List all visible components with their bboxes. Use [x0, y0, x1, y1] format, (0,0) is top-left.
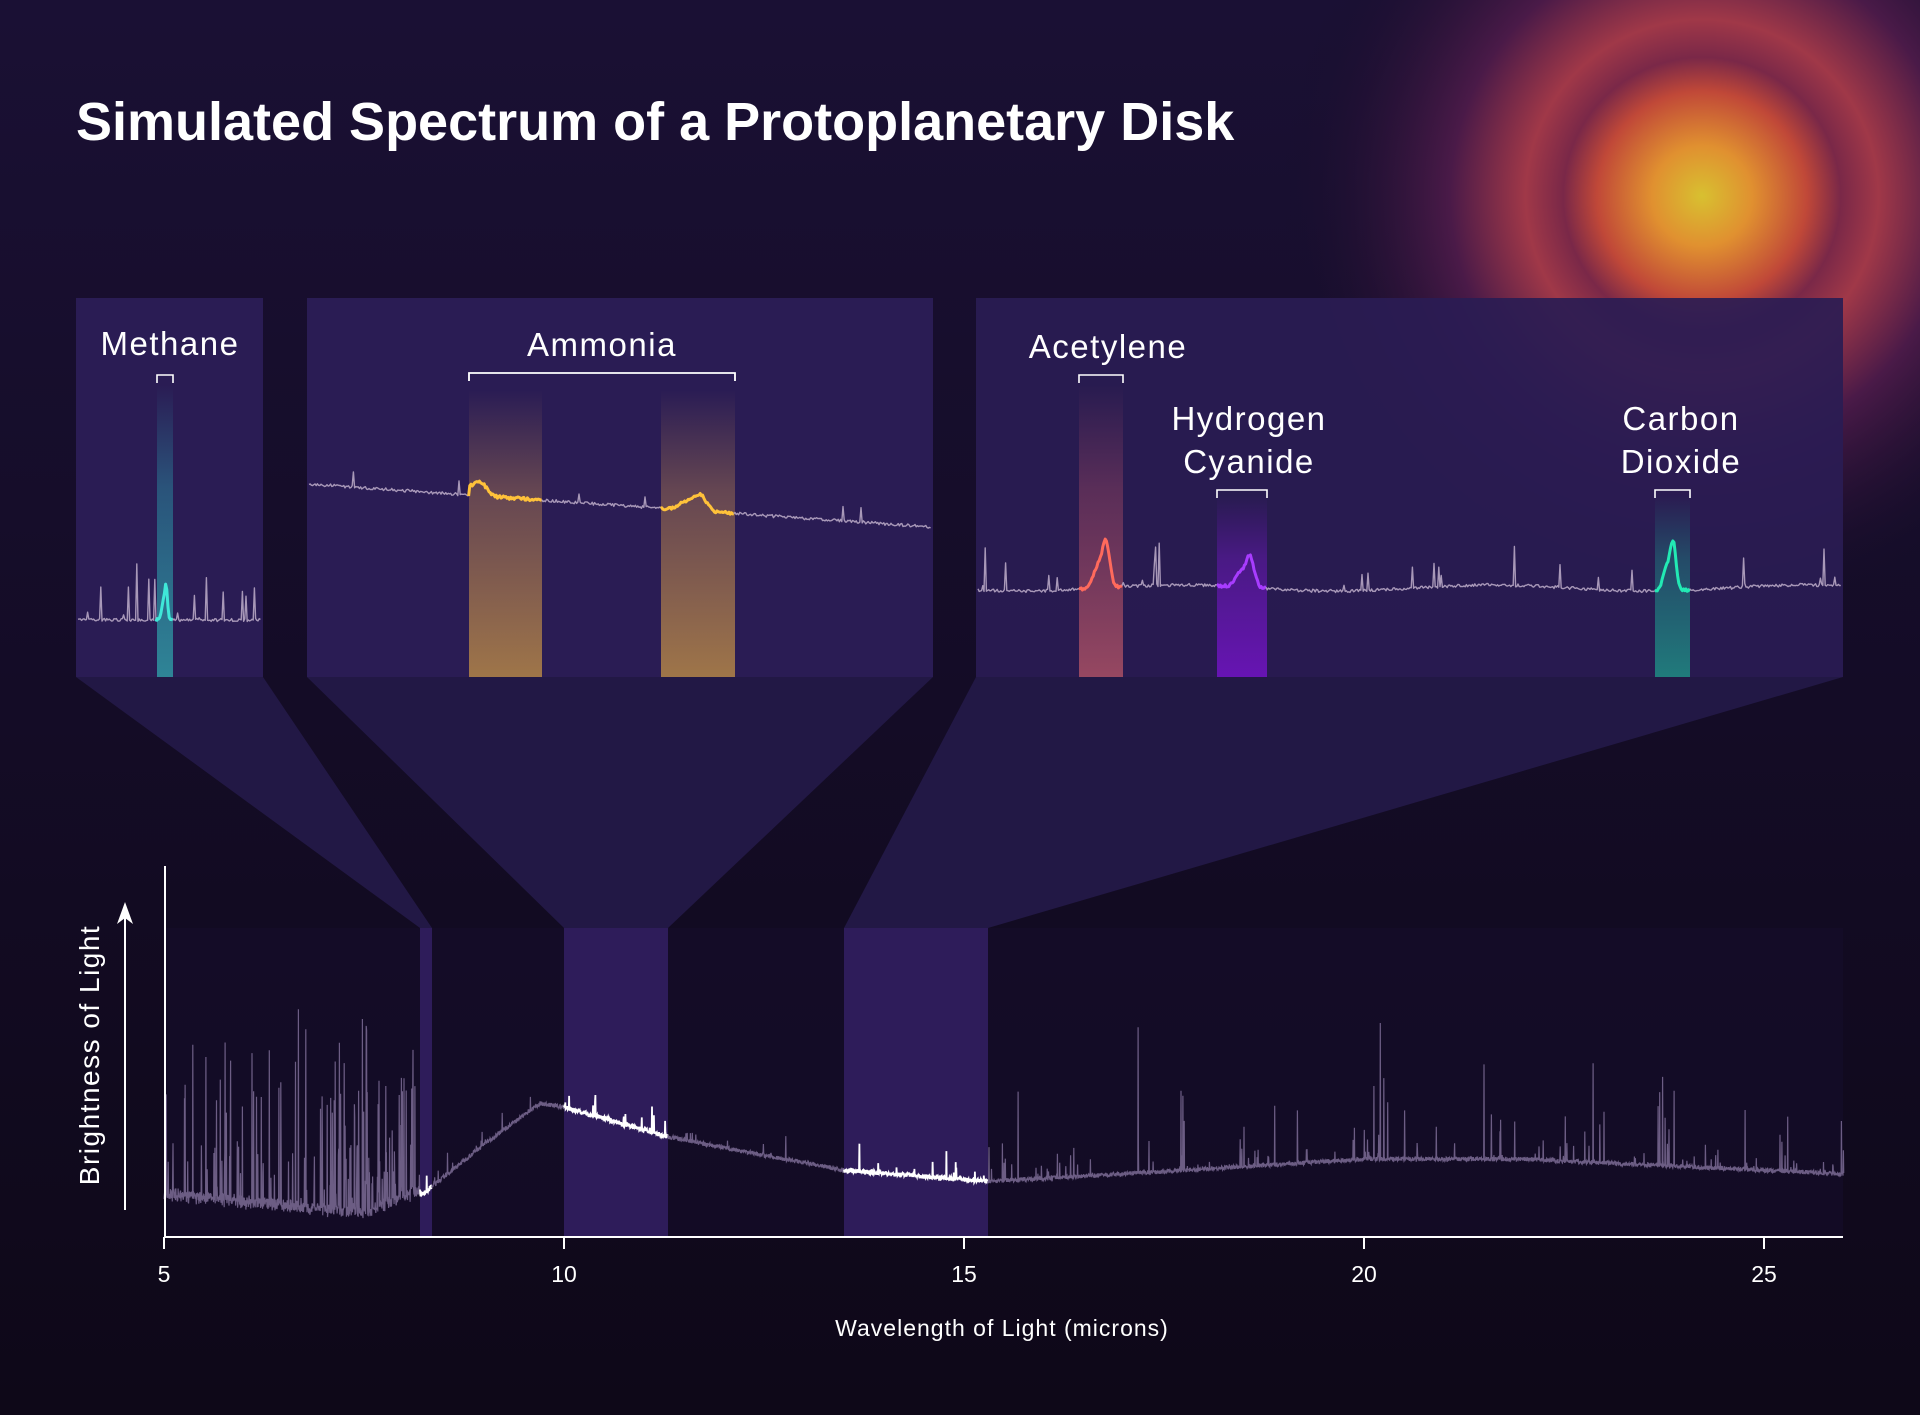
- inset-panels: Methane Ammonia Acetylene Hydrogen Cyani…: [76, 298, 1843, 677]
- label-hydrogen-cyanide-1: Hydrogen: [1171, 400, 1326, 437]
- spectrum-segment: [667, 1132, 845, 1174]
- highlight-band: [564, 928, 668, 1237]
- acetylene-bracket: [1078, 374, 1124, 383]
- methane-spectrum-line: [77, 563, 157, 622]
- right-spectrum-line: [977, 547, 1080, 594]
- carbon-dioxide-bracket: [1654, 489, 1691, 498]
- spectrum-segment: [987, 1022, 1845, 1184]
- spectrum-segment: [431, 1096, 565, 1188]
- highlight-band: [844, 928, 988, 1237]
- x-axis-label: Wavelength of Light (microns): [835, 1315, 1169, 1341]
- zoom-connectors: [76, 677, 1843, 928]
- label-carbon-dioxide-1: Carbon: [1622, 400, 1739, 437]
- ammonia-spectrum-line: [733, 505, 931, 529]
- right-spectrum-line: [1689, 548, 1841, 592]
- label-methane: Methane: [101, 325, 240, 362]
- spectrum-segment: [163, 1009, 421, 1219]
- page-title: Simulated Spectrum of a Protoplanetary D…: [76, 92, 1235, 152]
- x-tick-label: 10: [551, 1261, 577, 1287]
- ammonia-spectrum-highlight-line: [467, 479, 543, 503]
- inset-panel-ammonia: [307, 298, 933, 677]
- plot-area: [165, 928, 1843, 1237]
- right-spectrum-line: [1121, 542, 1217, 588]
- methane-spectrum-highlight-line: [154, 582, 174, 623]
- ammonia-spectrum-line: [308, 471, 469, 497]
- label-acetylene: Acetylene: [1029, 328, 1187, 365]
- ammonia-spectrum-highlight-line: [660, 492, 735, 516]
- x-tick-label: 15: [951, 1261, 977, 1287]
- hydrogen-cyanide-bracket: [1216, 489, 1268, 498]
- x-tick-label: 5: [158, 1261, 171, 1287]
- ammonia-2-bracket: [468, 372, 736, 381]
- right-spectrum-highlight-line: [1216, 553, 1267, 590]
- connector-ammonia: [307, 677, 933, 928]
- label-ammonia: Ammonia: [527, 326, 677, 363]
- ammonia-2-band: [661, 390, 735, 677]
- spectrum-highlight-segment: [563, 1094, 669, 1140]
- x-ticks: 5 10 15 20 25: [158, 1237, 1777, 1287]
- connector-right: [844, 677, 1843, 928]
- highlight-band: [420, 928, 432, 1237]
- label-carbon-dioxide-2: Dioxide: [1621, 443, 1742, 480]
- x-tick-label: 25: [1751, 1261, 1777, 1287]
- methane-bracket: [156, 374, 174, 383]
- right-spectrum-line: [1265, 545, 1656, 594]
- y-axis-label: Brightness of Light: [74, 925, 105, 1185]
- x-tick-label: 20: [1351, 1261, 1377, 1287]
- y-arrow-icon: [117, 902, 133, 1210]
- label-hydrogen-cyanide-2: Cyanide: [1183, 443, 1315, 480]
- connector-methane: [76, 677, 432, 928]
- highlight-bands: [420, 928, 988, 1237]
- methane-spectrum-line: [172, 577, 261, 623]
- acetylene-band: [1079, 385, 1123, 677]
- spectrum-highlight-segment: [843, 1143, 989, 1186]
- right-spectrum-highlight-line: [1654, 539, 1691, 593]
- ammonia-spectrum-line: [541, 493, 662, 509]
- spectrum-highlight-segment: [419, 1175, 433, 1198]
- right-spectrum-highlight-line: [1078, 537, 1123, 592]
- main-spectrum: [163, 1009, 1845, 1219]
- methane-band: [157, 385, 173, 677]
- ammonia-1-band: [469, 390, 542, 677]
